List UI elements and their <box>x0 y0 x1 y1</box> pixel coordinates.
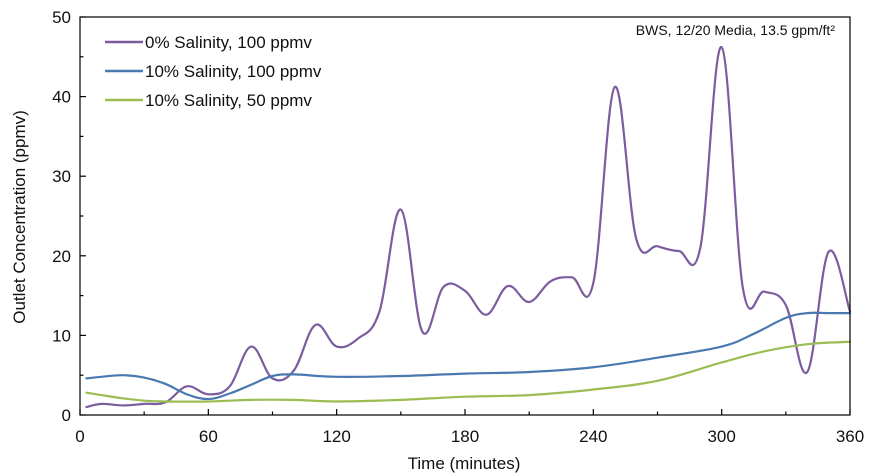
series-line-2 <box>85 311 852 401</box>
y-tick-label: 20 <box>52 247 71 266</box>
series-line-1 <box>85 46 852 409</box>
axes-layer: 0 60 120 180 240 300 360 0 10 20 30 40 50 <box>52 8 864 446</box>
x-tick-label: 300 <box>707 427 735 446</box>
y-axis-title: Outlet Concentration (ppmv) <box>10 110 29 324</box>
x-axis-title: Time (minutes) <box>408 454 521 473</box>
x-tick-label: 120 <box>322 427 350 446</box>
y-tick-label: 0 <box>62 406 71 425</box>
y-tick-label: 40 <box>52 88 71 107</box>
x-tick-label: 240 <box>579 427 607 446</box>
series-line-3 <box>85 340 852 403</box>
x-tick-label: 60 <box>199 427 218 446</box>
y-tick-label: 50 <box>52 8 71 27</box>
x-tick-label: 360 <box>836 427 864 446</box>
legend: 0% Salinity, 100 ppmv 10% Salinity, 100 p… <box>105 33 322 110</box>
chart-annotation: BWS, 12/20 Media, 13.5 gpm/ft² <box>636 22 836 38</box>
legend-label-2: 10% Salinity, 100 ppmv <box>145 62 322 81</box>
x-tick-label: 180 <box>451 427 479 446</box>
y-tick-label: 30 <box>52 167 71 186</box>
series-layer <box>85 46 852 409</box>
y-tick-label: 10 <box>52 326 71 345</box>
x-tick-label: 0 <box>75 427 84 446</box>
legend-label-3: 10% Salinity, 50 ppmv <box>145 91 312 110</box>
legend-label-1: 0% Salinity, 100 ppmv <box>145 33 312 52</box>
